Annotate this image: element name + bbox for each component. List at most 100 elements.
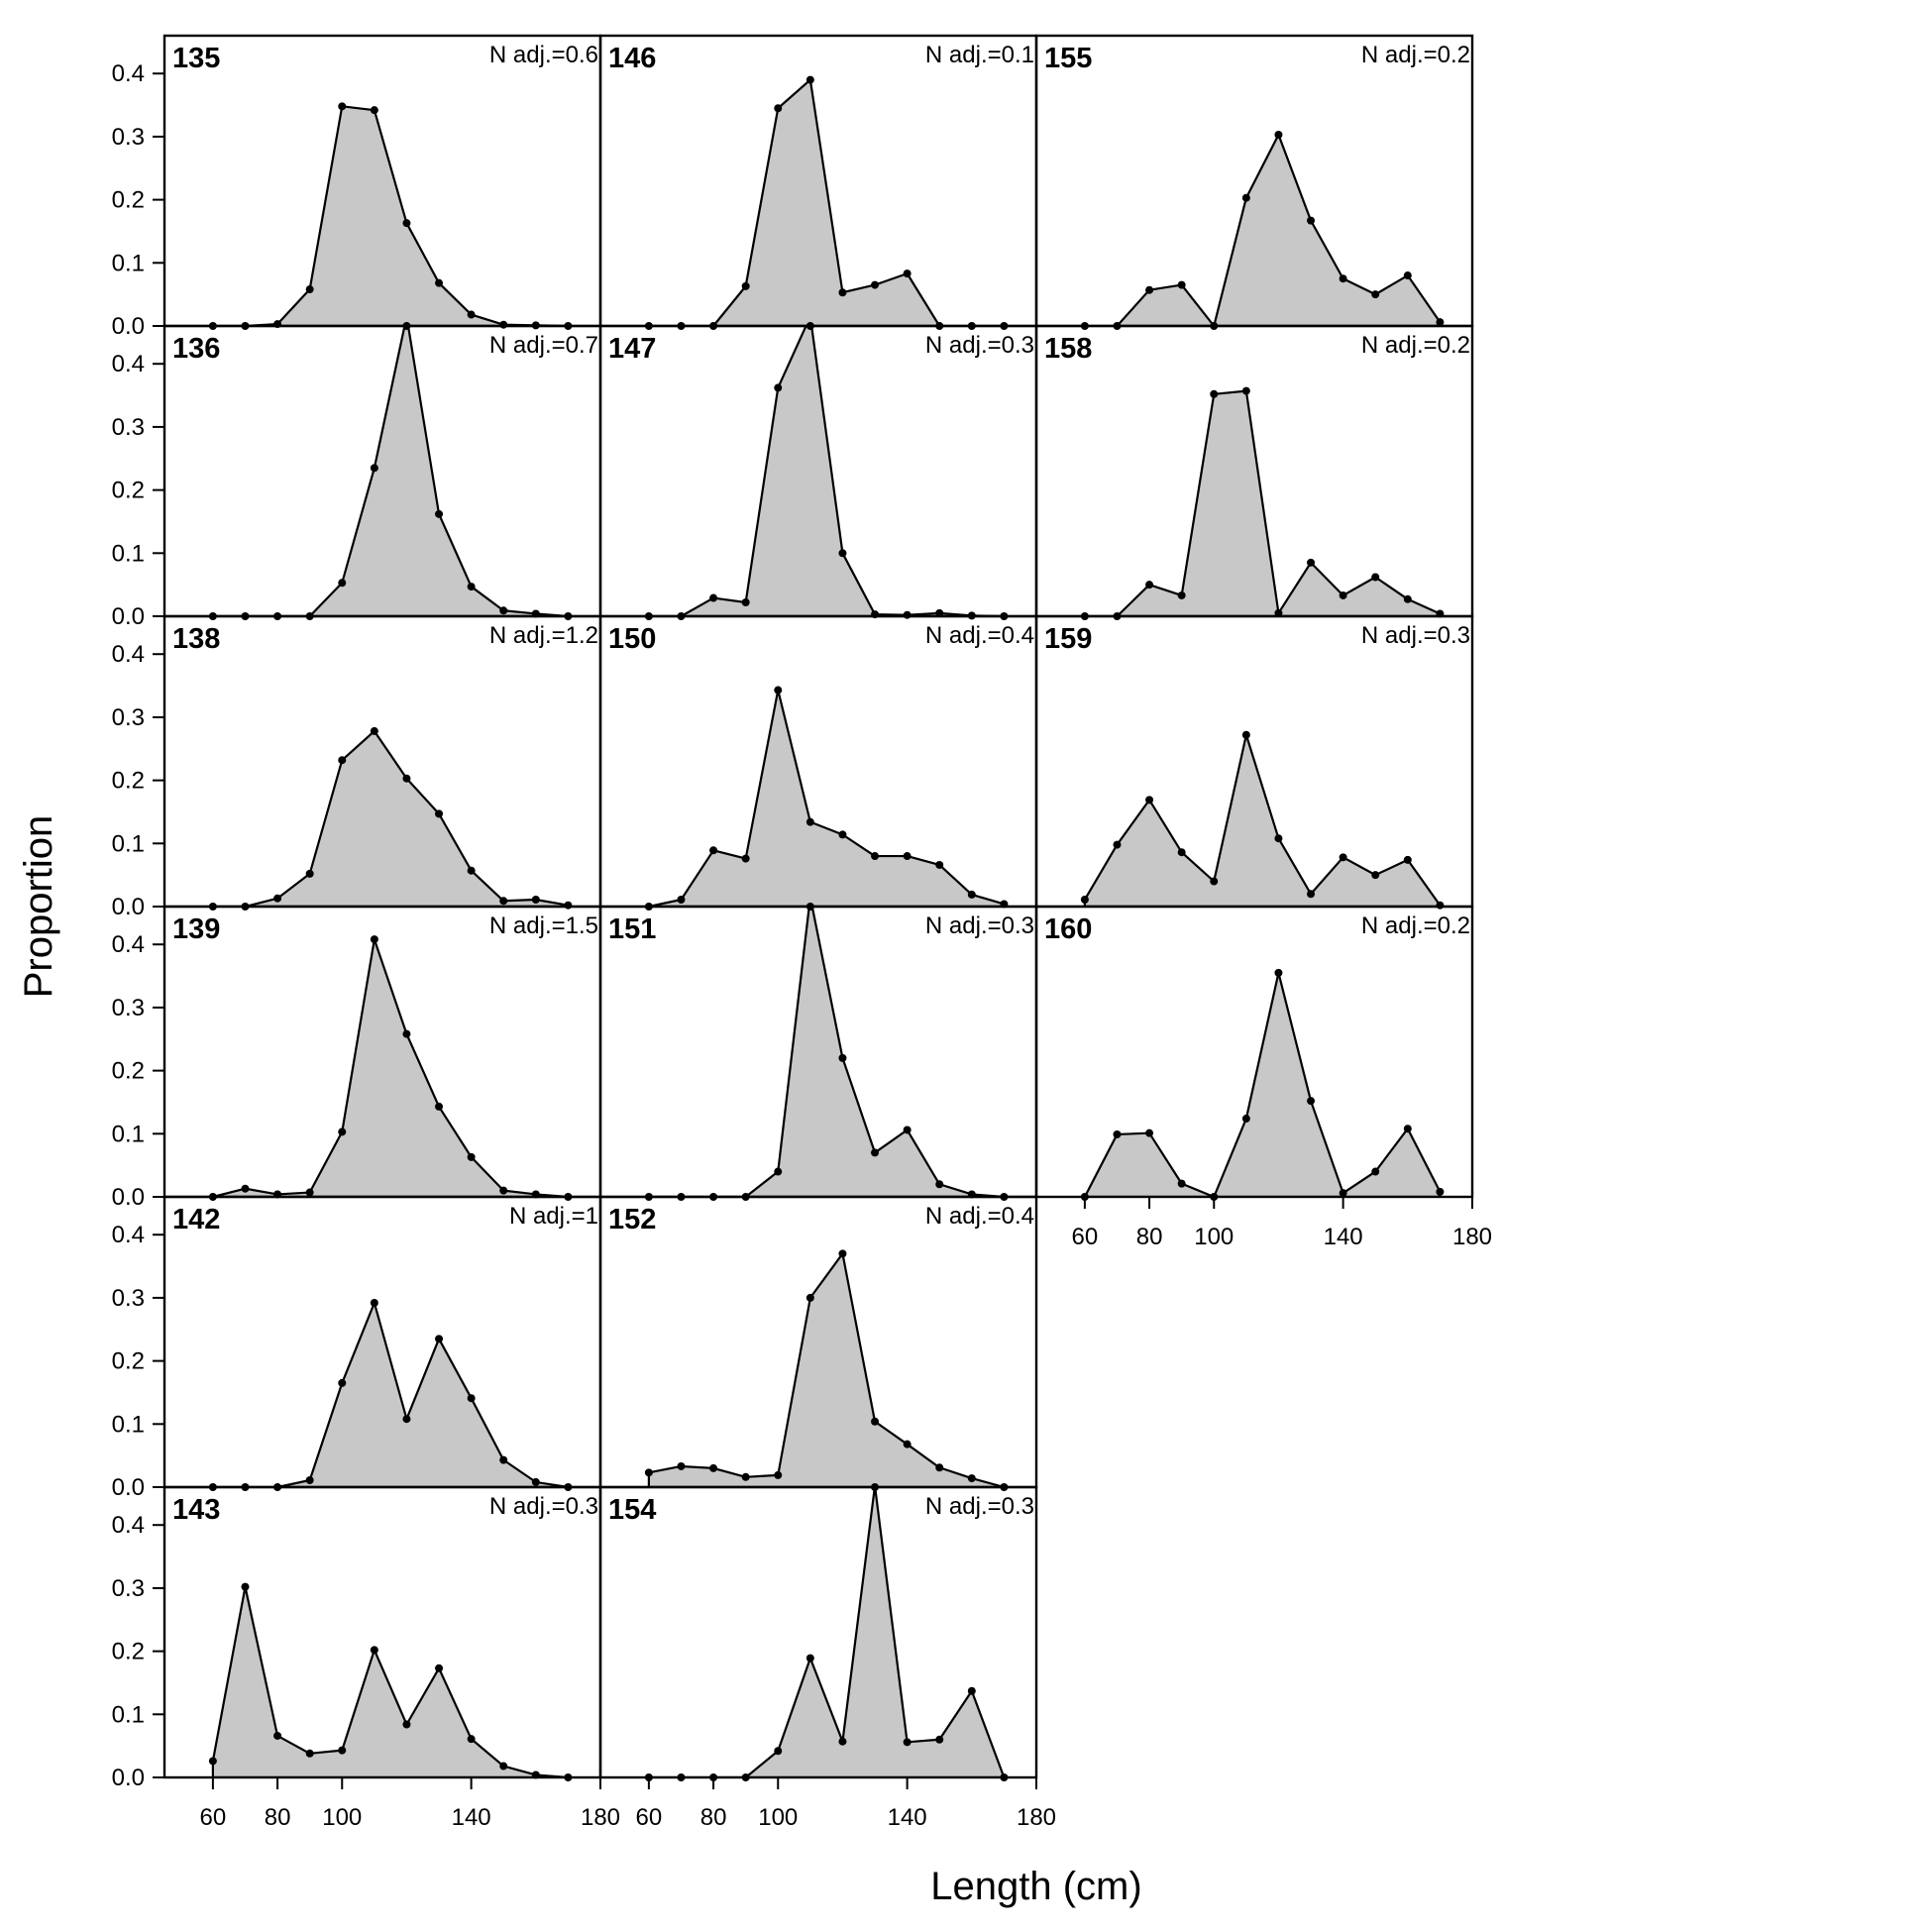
point-135-100: [338, 102, 347, 111]
y-tick-label-136-1: 0.1: [112, 540, 145, 567]
x-tick-label-154-60: 60: [636, 1804, 663, 1831]
point-159-130: [1307, 890, 1316, 899]
point-155-90: [1177, 280, 1186, 289]
y-tick-label-138-3: 0.3: [112, 704, 145, 731]
y-tick-label-139-0: 0.0: [112, 1184, 145, 1211]
y-tick-label-139-1: 0.1: [112, 1121, 145, 1147]
panel-155: 155 N adj.=0.2: [1034, 34, 1474, 330]
y-tick-label-142-2: 0.2: [112, 1348, 145, 1375]
point-147-120: [838, 549, 847, 558]
point-155-160: [1403, 271, 1412, 280]
x-axis-title: Length (cm): [930, 1865, 1141, 1908]
point-154-120: [838, 1737, 847, 1746]
point-150-140: [903, 852, 912, 861]
panel-note-154: N adj.=0.3: [925, 1493, 1034, 1520]
point-138-90: [305, 869, 314, 878]
point-146-110: [805, 75, 814, 84]
area-150: [647, 689, 1006, 907]
y-tick-label-143-2: 0.2: [112, 1639, 145, 1665]
area-151: [647, 907, 1006, 1197]
y-tick-label-138-1: 0.1: [112, 830, 145, 857]
point-152-80: [709, 1463, 718, 1472]
point-159-160: [1403, 855, 1412, 864]
point-146-130: [871, 280, 880, 289]
panel-143: 143 N adj.=0.3 0.0 0.1 0.2 0.3 0.4 60 80 100 140 18…: [112, 1485, 620, 1831]
point-143-60: [208, 1757, 217, 1766]
panel-135: 135 N adj.=0.6 0.0 0.1 0.2 0.3 0.4: [112, 34, 602, 340]
point-152-100: [774, 1470, 783, 1479]
point-158-130: [1307, 558, 1316, 567]
area-160: [1083, 971, 1442, 1197]
x-tick-label-154-180: 180: [1017, 1804, 1056, 1831]
point-150-100: [774, 686, 783, 695]
area-154: [647, 1487, 1006, 1777]
point-139-150: [499, 1186, 508, 1195]
point-135-150: [499, 320, 508, 329]
panel-146: 146 N adj.=0.1: [598, 34, 1038, 330]
panel-152: 152 N adj.=0.4: [598, 1195, 1038, 1491]
point-147-100: [774, 383, 783, 392]
panel-note-146: N adj.=0.1: [925, 42, 1034, 68]
point-138-80: [273, 894, 282, 903]
panel-label-154: 154: [608, 1494, 656, 1526]
y-axis-title: Proportion: [17, 815, 60, 999]
point-143-90: [305, 1749, 314, 1758]
y-tick-label-142-0: 0.0: [112, 1474, 145, 1501]
point-143-100: [338, 1746, 347, 1755]
panel-label-155: 155: [1044, 43, 1092, 74]
y-tick-label-143-4: 0.4: [112, 1512, 145, 1539]
point-139-130: [435, 1102, 444, 1111]
point-155-130: [1307, 216, 1316, 225]
point-143-110: [370, 1646, 378, 1655]
area-135: [211, 105, 570, 326]
panel-label-160: 160: [1044, 913, 1092, 945]
point-160-170: [1436, 1187, 1445, 1196]
panel-151: 151 N adj.=0.3: [598, 903, 1038, 1201]
point-143-150: [499, 1762, 508, 1771]
panels-group: 135 N adj.=0.6 0.0 0.1 0.2 0.3 0.4 136 N adj.=0.…: [112, 34, 1492, 1831]
panel-note-150: N adj.=0.4: [925, 622, 1034, 649]
point-142-140: [467, 1394, 476, 1403]
panel-label-158: 158: [1044, 333, 1092, 365]
point-138-160: [531, 895, 540, 904]
point-135-140: [467, 310, 476, 319]
point-152-140: [903, 1440, 912, 1449]
panel-label-147: 147: [608, 333, 656, 365]
point-143-130: [435, 1664, 444, 1672]
y-tick-label-143-0: 0.0: [112, 1765, 145, 1791]
point-150-150: [935, 860, 944, 869]
panel-138: 138 N adj.=1.2 0.0 0.1 0.2 0.3 0.4: [112, 614, 602, 920]
panel-160: 160 N adj.=0.2 60 80 100 140 180: [1034, 905, 1492, 1250]
y-tick-label-135-2: 0.2: [112, 187, 145, 214]
point-138-110: [370, 726, 378, 735]
y-tick-label-139-4: 0.4: [112, 931, 145, 958]
point-154-160: [967, 1686, 976, 1695]
point-159-150: [1371, 871, 1380, 880]
point-160-70: [1113, 1129, 1122, 1138]
point-142-150: [499, 1455, 508, 1464]
panel-note-151: N adj.=0.3: [925, 912, 1034, 939]
point-146-140: [903, 269, 912, 278]
point-160-90: [1177, 1179, 1186, 1188]
point-155-120: [1274, 131, 1283, 140]
point-147-90: [741, 597, 750, 606]
x-tick-label-143-180: 180: [581, 1804, 620, 1831]
point-138-140: [467, 866, 476, 875]
x-tick-label-143-100: 100: [322, 1804, 362, 1831]
x-tick-label-160-60: 60: [1072, 1224, 1099, 1250]
point-152-150: [935, 1463, 944, 1472]
y-tick-label-142-1: 0.1: [112, 1411, 145, 1438]
point-151-130: [871, 1148, 880, 1157]
point-146-90: [741, 281, 750, 290]
point-151-100: [774, 1167, 783, 1176]
x-tick-label-160-100: 100: [1194, 1224, 1234, 1250]
point-139-110: [370, 935, 378, 944]
point-159-100: [1210, 877, 1219, 886]
point-150-160: [967, 890, 976, 899]
y-tick-label-136-0: 0.0: [112, 603, 145, 630]
point-143-70: [241, 1582, 250, 1591]
point-136-140: [467, 583, 476, 591]
area-152: [647, 1252, 1006, 1487]
y-tick-label-135-3: 0.3: [112, 124, 145, 151]
